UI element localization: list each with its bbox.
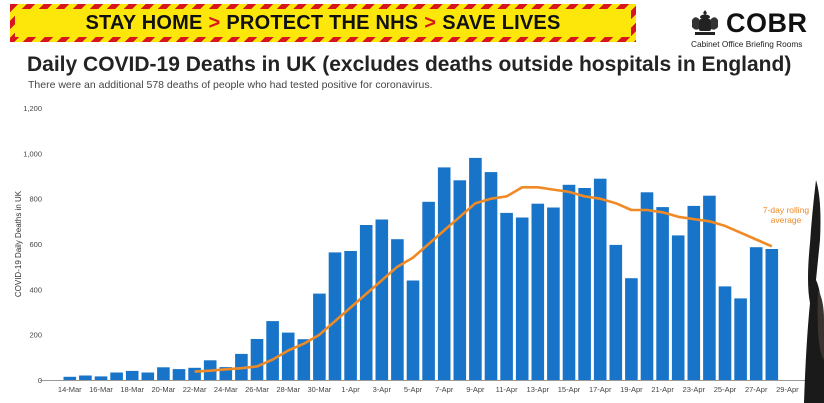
rolling-average-line xyxy=(194,186,773,373)
bar xyxy=(328,252,342,380)
bar xyxy=(141,372,155,380)
bar xyxy=(765,249,779,380)
bar xyxy=(63,376,77,380)
chart-subtitle: There were an additional 578 deaths of p… xyxy=(28,79,433,91)
y-tick-label: 200 xyxy=(29,331,42,340)
x-tick-label: 27-Apr xyxy=(745,385,768,394)
x-tick-label: 23-Apr xyxy=(683,385,706,394)
x-tick-label: 17-Apr xyxy=(589,385,612,394)
y-tick-label: 0 xyxy=(38,376,42,385)
x-tick-label: 11-Apr xyxy=(496,385,518,394)
deaths-chart: 0 200 400 600 800 1,000 1,200 COVID-19 Daily De… xyxy=(14,104,812,394)
bar xyxy=(406,280,420,380)
bar xyxy=(359,225,373,380)
bar xyxy=(531,203,545,380)
y-tick-label: 600 xyxy=(29,240,42,249)
cobr-wordmark: COBR xyxy=(726,8,808,38)
cobr-subtitle: Cabinet Office Briefing Rooms xyxy=(691,39,803,49)
x-tick-label: 7-Apr xyxy=(435,385,454,394)
bar xyxy=(110,372,123,380)
x-tick-label: 3-Apr xyxy=(373,385,392,394)
bar xyxy=(734,298,747,380)
chart-title: Daily COVID-19 Deaths in UK (excludes de… xyxy=(27,53,792,76)
x-tick-label: 18-Mar xyxy=(120,385,144,394)
bar xyxy=(749,247,763,380)
cobr-logo: COBR Cabinet Office Briefing Rooms xyxy=(688,8,816,52)
bar xyxy=(562,184,576,380)
bar xyxy=(344,251,357,380)
x-tick-label: 9-Apr xyxy=(466,385,485,394)
bar xyxy=(250,339,264,380)
royal-crest-icon xyxy=(692,10,718,35)
bar xyxy=(422,201,435,380)
slogan-protect-nhs: PROTECT THE NHS xyxy=(226,11,419,34)
bar xyxy=(547,207,560,380)
x-tick-label: 13-Apr xyxy=(527,385,550,394)
slogan-banner: STAY HOME > PROTECT THE NHS > SAVE LIVES xyxy=(10,4,636,42)
y-tick-label: 800 xyxy=(29,195,42,204)
bar xyxy=(125,370,139,380)
slogan-save-lives: SAVE LIVES xyxy=(442,11,561,34)
bar xyxy=(687,205,701,380)
bar xyxy=(281,332,295,380)
slogan-stay-home: STAY HOME xyxy=(85,11,203,34)
bar xyxy=(484,172,498,380)
x-tick-label: 20-Mar xyxy=(152,385,176,394)
bar xyxy=(578,188,591,380)
chevron-right-icon: > xyxy=(424,11,437,34)
x-tick-label: 22-Mar xyxy=(183,385,207,394)
x-tick-label: 30-Mar xyxy=(308,385,332,394)
chevron-right-icon: > xyxy=(208,11,221,34)
bar xyxy=(640,192,654,380)
x-tick-label: 16-Mar xyxy=(89,385,113,394)
bar xyxy=(437,167,451,380)
rolling-average-label: average xyxy=(771,215,802,225)
x-tick-label: 19-Apr xyxy=(620,385,643,394)
x-tick-label: 29-Apr xyxy=(776,385,799,394)
bar xyxy=(79,375,92,380)
x-tick-label: 25-Apr xyxy=(714,385,737,394)
bar xyxy=(453,180,467,380)
rolling-average-label: 7-day rolling xyxy=(763,205,810,215)
bar xyxy=(500,212,513,380)
y-tick-label: 1,200 xyxy=(23,104,42,113)
slogan-text: STAY HOME > PROTECT THE NHS > SAVE LIVES xyxy=(15,9,631,37)
bar xyxy=(266,321,279,380)
x-tick-label: 1-Apr xyxy=(341,385,360,394)
bar xyxy=(515,217,529,380)
bar xyxy=(157,367,170,380)
bar xyxy=(375,219,389,380)
bar xyxy=(172,369,186,380)
y-tick-label: 1,000 xyxy=(23,149,42,158)
x-tick-label: 14-Mar xyxy=(58,385,82,394)
bar xyxy=(469,157,482,380)
y-tick-label: 400 xyxy=(29,285,42,294)
y-axis-label: COVID-19 Daily Deaths in UK xyxy=(14,190,23,297)
bar xyxy=(609,244,623,380)
bar xyxy=(625,278,638,380)
bar xyxy=(593,178,607,380)
bar xyxy=(391,239,404,380)
bar xyxy=(313,293,326,380)
x-tick-label: 21-Apr xyxy=(651,385,674,394)
bar xyxy=(94,376,108,380)
x-tick-label: 24-Mar xyxy=(214,385,238,394)
bar xyxy=(703,195,716,380)
bar xyxy=(718,286,732,380)
bar xyxy=(656,207,669,380)
bar xyxy=(671,235,685,380)
x-tick-label: 26-Mar xyxy=(245,385,269,394)
x-tick-label: 28-Mar xyxy=(276,385,300,394)
bar xyxy=(188,367,201,380)
x-tick-label: 15-Apr xyxy=(558,385,581,394)
x-tick-label: 5-Apr xyxy=(404,385,423,394)
presenter-silhouette xyxy=(804,180,824,403)
bar xyxy=(297,339,311,380)
